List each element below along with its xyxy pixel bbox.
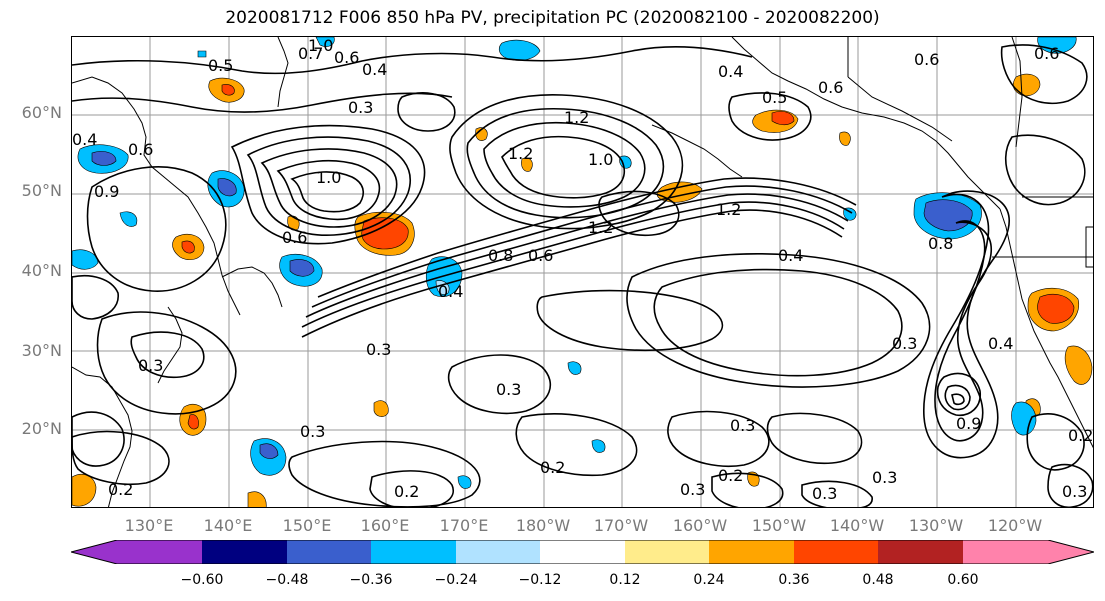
contour-label: 0.3 (496, 380, 521, 399)
colorbar-segment (963, 540, 1048, 564)
colorbar-max-extension (1048, 540, 1094, 564)
lat-label-20n: 20°N (21, 419, 62, 438)
contour-label: 0.2 (394, 482, 419, 501)
colorbar-segment (202, 540, 287, 564)
contour-label: 1.2 (508, 144, 533, 163)
lon-label-160e: 160°E (360, 516, 410, 535)
contour-label: 1.0 (316, 168, 341, 187)
contour-labels: 1.0 0.7 0.6 0.5 0.4 0.3 0.4 0.6 1.0 1.2 … (72, 37, 1093, 503)
colorbar-tick: 0.48 (862, 572, 894, 588)
lon-label-140w: 140°W (829, 516, 885, 535)
colorbar-tick: −0.12 (518, 572, 562, 588)
colorbar-tick: 0.36 (778, 572, 810, 588)
contour-label: 0.8 (928, 234, 953, 253)
contour-label: 0.9 (94, 182, 119, 201)
contour-label: 0.3 (872, 468, 897, 487)
contour-label: 0.6 (282, 228, 307, 247)
contour-label: 0.8 (488, 246, 513, 265)
precip-negative-patches (72, 37, 1077, 489)
colorbar-segment (794, 540, 878, 564)
colorbar-tick: 0.60 (947, 572, 979, 588)
contour-label: 0.5 (762, 88, 787, 107)
coastlines (72, 37, 1093, 507)
contour-label: 0.6 (914, 50, 939, 69)
contour-label: 0.2 (540, 458, 565, 477)
contour-label: 0.3 (138, 356, 163, 375)
lat-label-40n: 40°N (21, 261, 62, 280)
contour-label: 0.5 (208, 56, 233, 75)
contour-label: 1.0 (588, 150, 613, 169)
colorbar-segment (117, 540, 202, 564)
contour-label: 0.6 (334, 48, 359, 67)
colorbar-segment (709, 540, 794, 564)
contour-label: 1.2 (716, 200, 741, 219)
map-title: 2020081712 F006 850 hPa PV, precipitatio… (225, 8, 880, 28)
contour-label: 0.3 (680, 480, 705, 499)
contour-label: 0.3 (730, 416, 755, 435)
map-panel: 1.0 0.7 0.6 0.5 0.4 0.3 0.4 0.6 1.0 1.2 … (71, 36, 1094, 508)
contour-label: 0.6 (1034, 44, 1059, 63)
lon-label-130w: 130°W (908, 516, 964, 535)
pv-contours (72, 44, 1093, 507)
contour-label: 0.6 (528, 246, 553, 265)
lat-label-60n: 60°N (21, 103, 62, 122)
contour-label: 0.9 (956, 414, 981, 433)
contour-label: 0.2 (108, 480, 133, 499)
contour-label: 1.2 (564, 108, 589, 127)
contour-label: 0.4 (778, 246, 803, 265)
contour-label: 0.2 (718, 466, 743, 485)
lon-label-180w: 180°W (515, 516, 571, 535)
colorbar-tick: −0.60 (180, 572, 224, 588)
contour-label: 0.4 (988, 334, 1013, 353)
colorbar-tick: −0.24 (434, 572, 478, 588)
colorbar-tick: −0.36 (349, 572, 393, 588)
lat-label-30n: 30°N (21, 341, 62, 360)
colorbar-segment (540, 540, 625, 564)
colorbar-segment (456, 540, 540, 564)
lon-label-170w: 170°W (593, 516, 649, 535)
colorbar-segment (625, 540, 709, 564)
contour-label: 0.3 (892, 334, 917, 353)
colorbar-segment (371, 540, 456, 564)
precip-positive-patches (72, 73, 1093, 507)
contour-label: 0.3 (1062, 482, 1087, 501)
contour-label: 0.3 (348, 98, 373, 117)
contour-label: 0.3 (366, 340, 391, 359)
colorbar-tick: −0.48 (265, 572, 309, 588)
contour-label: 1.2 (588, 218, 613, 237)
contour-label: 0.6 (128, 140, 153, 159)
lon-label-130e: 130°E (124, 516, 174, 535)
lon-label-170e: 170°E (439, 516, 489, 535)
contour-label: 0.6 (818, 78, 843, 97)
contour-label: 0.4 (362, 60, 387, 79)
colorbar-segment (878, 540, 963, 564)
contour-label: 0.4 (718, 62, 743, 81)
lat-label-50n: 50°N (21, 181, 62, 200)
colorbar (71, 540, 1094, 564)
colorbar-min-extension (71, 540, 117, 564)
contour-label: 1.0 (308, 37, 333, 55)
contour-label: 0.4 (72, 130, 97, 149)
contour-label: 0.3 (812, 484, 837, 503)
colorbar-tick: 0.12 (609, 572, 641, 588)
graticule (72, 37, 1093, 507)
contour-label: 0.2 (1068, 426, 1093, 445)
lon-label-150w: 150°W (751, 516, 807, 535)
lon-label-150e: 150°E (282, 516, 332, 535)
map-plot: 1.0 0.7 0.6 0.5 0.4 0.3 0.4 0.6 1.0 1.2 … (72, 37, 1093, 507)
contour-label: 0.7 (298, 44, 323, 63)
colorbar-tick: 0.24 (693, 572, 725, 588)
contour-label: 0.3 (300, 422, 325, 441)
lon-label-120w: 120°W (987, 516, 1043, 535)
lon-label-160w: 160°W (672, 516, 728, 535)
lon-label-140e: 140°E (203, 516, 253, 535)
contour-label: 0.4 (438, 282, 463, 301)
colorbar-segment (287, 540, 371, 564)
